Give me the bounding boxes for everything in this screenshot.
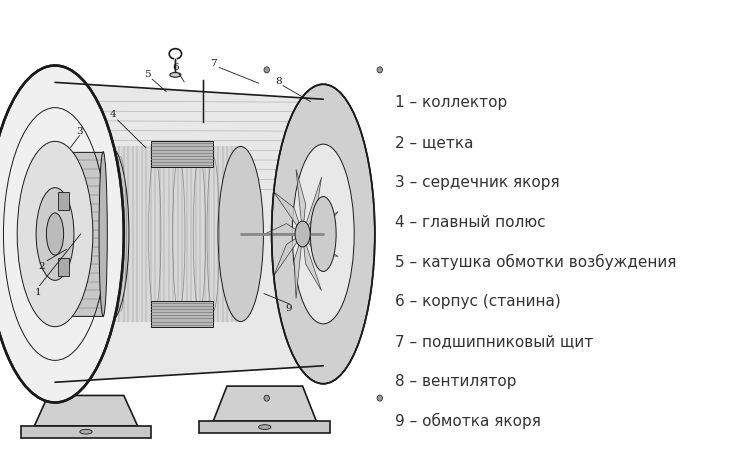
Polygon shape: [58, 257, 69, 276]
Text: 5: 5: [144, 70, 151, 80]
Polygon shape: [20, 426, 152, 438]
Polygon shape: [58, 192, 69, 211]
Ellipse shape: [17, 141, 93, 327]
Polygon shape: [303, 234, 338, 256]
Ellipse shape: [259, 425, 271, 430]
Text: 3: 3: [76, 126, 82, 136]
Text: 2: 2: [38, 262, 44, 271]
Text: 5 – катушка обмотки возбуждения: 5 – катушка обмотки возбуждения: [395, 254, 677, 270]
Polygon shape: [55, 82, 323, 382]
Polygon shape: [110, 146, 241, 322]
Text: 4: 4: [110, 110, 117, 119]
Polygon shape: [273, 192, 303, 234]
Ellipse shape: [91, 146, 129, 322]
Polygon shape: [265, 224, 303, 234]
Text: 9: 9: [286, 304, 292, 314]
Ellipse shape: [377, 395, 383, 401]
Text: 7 – подшипниковый щит: 7 – подшипниковый щит: [395, 334, 593, 349]
Ellipse shape: [264, 67, 270, 73]
Text: 8 – вентилятор: 8 – вентилятор: [395, 374, 517, 389]
Ellipse shape: [99, 152, 107, 316]
Polygon shape: [152, 301, 213, 327]
Ellipse shape: [272, 84, 375, 384]
Polygon shape: [213, 386, 316, 421]
Text: 2 – щетка: 2 – щетка: [395, 135, 474, 150]
Ellipse shape: [311, 197, 336, 271]
Polygon shape: [303, 177, 321, 234]
Polygon shape: [34, 395, 138, 426]
Text: 6: 6: [172, 63, 179, 73]
Polygon shape: [296, 169, 305, 234]
Ellipse shape: [170, 73, 181, 77]
Ellipse shape: [0, 66, 124, 402]
Text: 8: 8: [276, 77, 282, 87]
Text: 9 – обмотка якоря: 9 – обмотка якоря: [395, 413, 542, 429]
Ellipse shape: [36, 188, 74, 280]
Ellipse shape: [295, 221, 310, 247]
Polygon shape: [294, 234, 303, 299]
Polygon shape: [273, 234, 303, 276]
Text: 6 – корпус (станина): 6 – корпус (станина): [395, 294, 561, 309]
Polygon shape: [200, 421, 330, 433]
Polygon shape: [69, 152, 104, 316]
Text: 4 – главный полюс: 4 – главный полюс: [395, 215, 546, 230]
Ellipse shape: [79, 430, 92, 434]
Ellipse shape: [47, 213, 63, 255]
Polygon shape: [303, 234, 321, 291]
Text: 1 – коллектор: 1 – коллектор: [395, 95, 507, 110]
Ellipse shape: [292, 144, 354, 324]
Ellipse shape: [377, 67, 383, 73]
Ellipse shape: [264, 395, 270, 401]
Text: 7: 7: [210, 58, 217, 68]
Text: 1: 1: [34, 288, 41, 297]
Ellipse shape: [218, 146, 263, 322]
Polygon shape: [152, 141, 213, 167]
Polygon shape: [303, 212, 338, 234]
Text: 3 – сердечник якоря: 3 – сердечник якоря: [395, 175, 560, 190]
